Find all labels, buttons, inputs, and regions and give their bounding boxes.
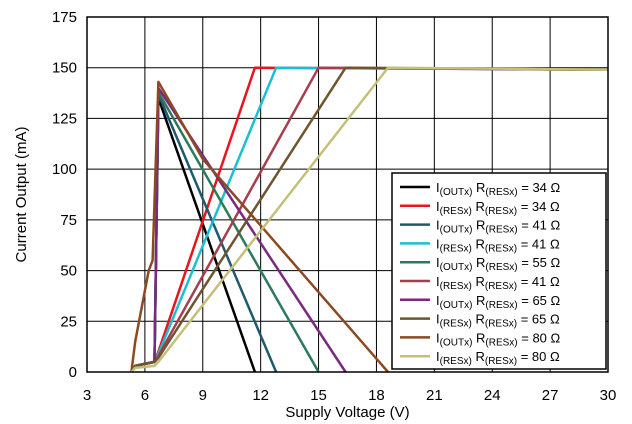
legend-label-s2: I(RESx) R(RESx) = 34 Ω — [436, 199, 560, 217]
y-tick-label: 100 — [52, 161, 77, 178]
legend-label-s7: I(OUTx) R(RESx) = 65 Ω — [436, 293, 561, 311]
x-tick-label: 24 — [484, 387, 501, 404]
x-tick-label: 12 — [252, 387, 269, 404]
x-tick-label: 21 — [426, 387, 443, 404]
x-tick-label: 6 — [141, 387, 149, 404]
y-tick-label: 175 — [52, 9, 77, 26]
legend-items: I(OUTx) R(RESx) = 34 ΩI(RESx) R(RESx) = … — [400, 180, 561, 367]
legend-label-s4: I(RESx) R(RESx) = 41 Ω — [436, 236, 560, 254]
y-tick-label: 25 — [60, 313, 77, 330]
x-tick-label: 15 — [310, 387, 327, 404]
y-tick-label: 125 — [52, 110, 77, 127]
x-tick-label: 30 — [600, 387, 617, 404]
series-line-s9 — [130, 80, 389, 373]
series-line-s5 — [130, 90, 320, 373]
y-tick-label: 150 — [52, 60, 77, 77]
y-axis-label: Current Output (mA) — [13, 127, 30, 263]
x-axis-label: Supply Voltage (V) — [285, 404, 409, 421]
x-tick-label: 18 — [368, 387, 385, 404]
legend-label-s10: I(RESx) R(RESx) = 80 Ω — [436, 349, 560, 367]
y-tick-label: 0 — [69, 364, 77, 381]
series-layer — [130, 66, 609, 373]
legend-label-s5: I(OUTx) R(RESx) = 55 Ω — [436, 255, 561, 273]
legend-label-s8: I(RESx) R(RESx) = 65 Ω — [436, 312, 560, 330]
x-tick-label: 9 — [199, 387, 207, 404]
x-tick-label: 27 — [542, 387, 559, 404]
legend-label-s1: I(OUTx) R(RESx) = 34 Ω — [436, 180, 561, 198]
y-tick-label: 75 — [60, 212, 77, 229]
series-line-s10 — [130, 66, 609, 373]
y-tick-labels: 0 25 50 75 100 125 150 175 — [52, 9, 77, 381]
x-tick-label: 3 — [83, 387, 91, 404]
legend-label-s6: I(RESx) R(RESx) = 41 Ω — [436, 274, 560, 292]
legend-label-s9: I(OUTx) R(RESx) = 80 Ω — [436, 330, 561, 348]
plot-frame — [86, 16, 609, 373]
y-tick-label: 50 — [60, 263, 77, 280]
legend-label-s3: I(OUTx) R(RESx) = 41 Ω — [436, 218, 561, 236]
x-tick-labels: 3 6 9 12 15 18 21 24 27 30 — [83, 387, 617, 404]
legend: I(OUTx) R(RESx) = 34 ΩI(RESx) R(RESx) = … — [391, 172, 607, 370]
